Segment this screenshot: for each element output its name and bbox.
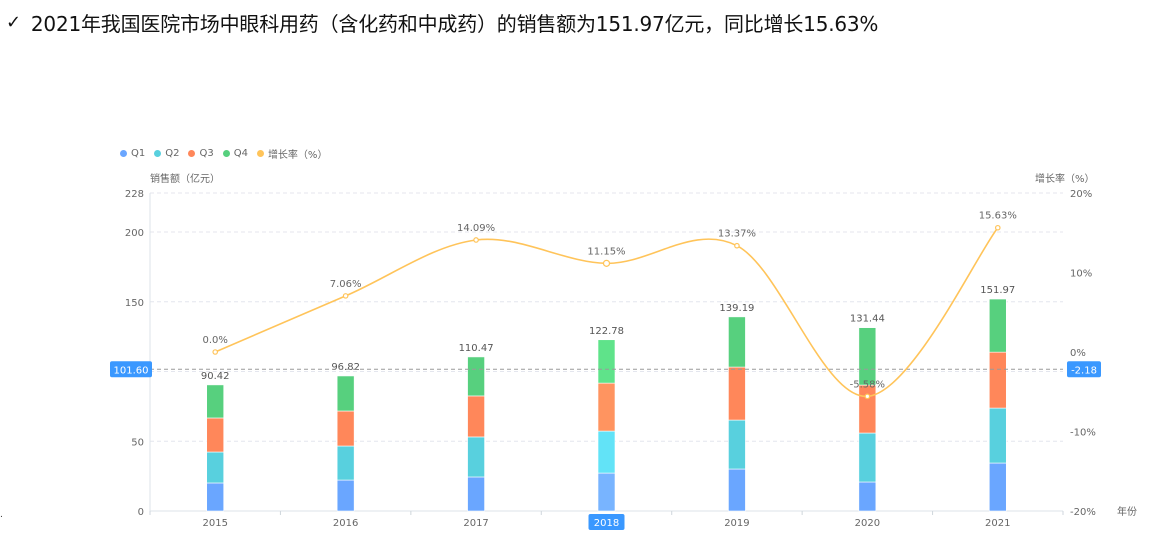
legend-label: Q2 — [165, 148, 180, 159]
bar-segment-q2[interactable] — [728, 419, 746, 470]
bar-segment-q2[interactable] — [858, 432, 877, 483]
x-axis-label: 2015 — [202, 518, 227, 529]
x-axis-label: 2017 — [463, 518, 488, 529]
growth-label: 7.06% — [330, 279, 362, 290]
legend-label: Q3 — [199, 148, 214, 159]
crosshair-left-label-bg — [110, 361, 152, 378]
bar-segment-q4[interactable] — [206, 384, 225, 419]
growth-point[interactable] — [994, 224, 1001, 231]
right-axis-tick-label: 20% — [1070, 189, 1092, 200]
bar-segment-q1[interactable] — [467, 476, 485, 512]
growth-point[interactable] — [864, 393, 871, 400]
bar-segment-q3[interactable] — [336, 410, 355, 447]
bar-segment-q2[interactable] — [597, 430, 616, 474]
crosshair-x-label-bg — [588, 514, 625, 530]
bar-segment-q4[interactable] — [858, 327, 877, 386]
bar-segment-q4[interactable] — [728, 316, 746, 368]
crosshair-right-label: -2.18 — [1071, 365, 1097, 376]
legend-item-q2[interactable]: Q2 — [154, 148, 179, 159]
bar-segment-q4[interactable] — [467, 356, 485, 397]
bar-total-label: 122.78 — [589, 326, 624, 337]
growth-label: 13.37% — [718, 229, 756, 240]
legend-dot-icon — [256, 150, 264, 157]
growth-point[interactable] — [212, 349, 219, 355]
bar-total-label: 90.42 — [201, 371, 230, 382]
bar-segment-q2[interactable] — [467, 436, 485, 478]
growth-label: 14.09% — [457, 223, 495, 234]
bar-segment-q4[interactable] — [597, 339, 616, 384]
left-axis-tick-label: 50 — [131, 437, 144, 448]
bar-segment-q3[interactable] — [467, 395, 485, 438]
bar-segment-q2[interactable] — [206, 451, 225, 484]
x-axis-title: 年份 — [1117, 505, 1137, 518]
legend-item-q3[interactable]: Q3 — [188, 148, 214, 159]
bar-segment-q3[interactable] — [988, 351, 1007, 409]
left-axis-tick-label: 150 — [125, 298, 144, 309]
bar-segment-q1[interactable] — [988, 462, 1007, 512]
bar-total-label: 96.82 — [331, 362, 360, 373]
bar-segment-q4[interactable] — [336, 375, 355, 412]
growth-rate-line — [214, 227, 999, 398]
bar-segment-q1[interactable] — [336, 479, 355, 512]
legend-dot-icon — [222, 150, 230, 157]
check-icon: ✓ — [6, 11, 21, 33]
chart-legend: Q1 Q2 Q3 Q4 增长率（%） — [120, 146, 327, 161]
growth-point[interactable] — [734, 242, 740, 249]
growth-label: 11.15% — [587, 246, 625, 257]
bar-segment-q3[interactable] — [858, 384, 877, 434]
legend-item-q1[interactable]: Q1 — [120, 148, 145, 159]
x-axis-label: 2016 — [333, 518, 358, 529]
left-axis-tick-label: 200 — [125, 228, 144, 239]
bar-total-label: 151.97 — [980, 285, 1015, 296]
x-axis-label: 2020 — [855, 518, 880, 529]
bar-total-label: 110.47 — [459, 343, 494, 354]
growth-point[interactable] — [342, 293, 349, 299]
crosshair-x-label: 2018 — [594, 518, 619, 529]
legend-label: Q1 — [131, 148, 146, 159]
bar-segment-q3[interactable] — [728, 366, 746, 421]
legend-label: Q4 — [233, 148, 248, 159]
bar-segment-q3[interactable] — [206, 417, 225, 453]
bar-segment-q1[interactable] — [597, 472, 616, 512]
bar-segment-q3[interactable] — [597, 382, 616, 432]
right-axis-tick-label: 10% — [1070, 269, 1092, 280]
legend-dot-icon — [188, 150, 196, 157]
right-axis-tick-label: -20% — [1070, 507, 1096, 518]
growth-label: -5.58% — [850, 379, 885, 390]
legend-label: 增长率（%） — [267, 150, 328, 161]
bar-segment-q2[interactable] — [336, 445, 355, 481]
left-axis-title: 销售额（亿元） — [150, 174, 220, 185]
growth-point[interactable] — [473, 237, 479, 243]
growth-label: 15.63% — [979, 211, 1017, 222]
left-axis-tick-label: 228 — [125, 189, 144, 200]
legend-dot-icon — [154, 150, 162, 157]
bar-segment-q2[interactable] — [988, 407, 1007, 464]
legend-dot-icon — [120, 150, 127, 157]
headline: ✓ 2021年我国医院市场中眼科用药（含化药和中成药）的销售额为151.97亿元… — [6, 6, 878, 38]
bar-total-label: 139.19 — [719, 303, 754, 314]
crosshair-left-label: 101.60 — [114, 365, 149, 376]
right-axis-title: 增长率（%） — [1035, 174, 1095, 185]
right-axis-tick-label: -10% — [1070, 428, 1096, 439]
x-axis-label: 2021 — [985, 518, 1010, 529]
bar-total-label: 131.44 — [850, 314, 885, 325]
x-axis-label: 2019 — [724, 518, 749, 529]
right-axis-tick-label: 0% — [1070, 348, 1086, 359]
edge-mark: . — [0, 510, 3, 520]
bar-segment-q1[interactable] — [858, 481, 877, 512]
crosshair-right-label-bg — [1067, 361, 1101, 378]
growth-point[interactable] — [602, 259, 611, 267]
headline-text: 2021年我国医院市场中眼科用药（含化药和中成药）的销售额为151.97亿元，同… — [30, 11, 879, 36]
bar-segment-q1[interactable] — [206, 482, 225, 512]
legend-item-growth[interactable]: 增长率（%） — [256, 146, 328, 161]
legend-item-q4[interactable]: Q4 — [222, 148, 248, 159]
growth-label: 0.0% — [203, 335, 228, 346]
left-axis-tick-label: 0 — [138, 507, 144, 518]
bar-segment-q1[interactable] — [728, 468, 746, 512]
bar-segment-q4[interactable] — [988, 298, 1007, 353]
